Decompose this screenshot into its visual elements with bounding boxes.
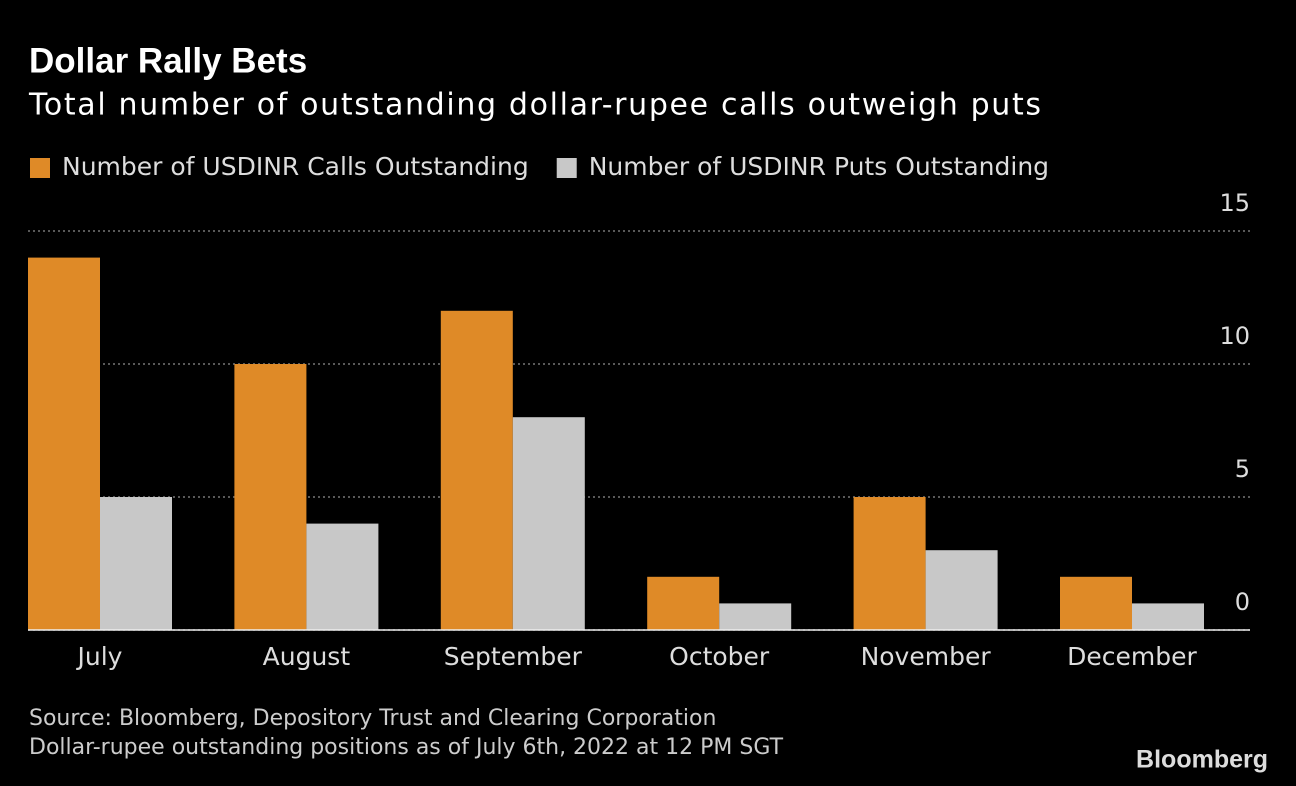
bar [306, 523, 379, 630]
bar [234, 364, 307, 630]
x-tick-label: October [669, 642, 770, 671]
bar [719, 603, 792, 630]
legend-swatch [30, 158, 50, 178]
legend-label: Number of USDINR Puts Outstanding [589, 152, 1049, 181]
y-tick-label: 10 [1219, 322, 1250, 350]
chart-title: Dollar Rally Bets [29, 41, 307, 80]
legend-swatch [556, 158, 577, 178]
x-tick-label: December [1067, 642, 1197, 671]
y-tick-label: 0 [1235, 588, 1250, 616]
bar [1060, 576, 1132, 630]
y-tick-label: 5 [1235, 455, 1250, 483]
bar [1132, 603, 1204, 630]
bar [647, 576, 720, 630]
brand-logo: Bloomberg [1136, 746, 1268, 774]
source: Source: Bloomberg, Depository Trust and … [29, 706, 716, 731]
bar [28, 257, 100, 630]
legend-label: Number of USDINR Calls Outstanding [62, 152, 529, 181]
chart-subtitle: Total number of outstanding dollar-rupee… [28, 88, 1041, 123]
x-tick-label: November [861, 642, 992, 671]
note: Dollar-rupee outstanding positions as of… [29, 735, 784, 760]
y-tick-label: 15 [1219, 189, 1250, 217]
x-tick-label: September [444, 642, 583, 671]
bar [925, 550, 998, 630]
bar [440, 310, 513, 630]
x-tick-label: July [76, 642, 123, 671]
bar [100, 497, 172, 630]
x-tick-label: August [263, 642, 351, 671]
bar [853, 497, 926, 630]
bar [512, 417, 585, 630]
